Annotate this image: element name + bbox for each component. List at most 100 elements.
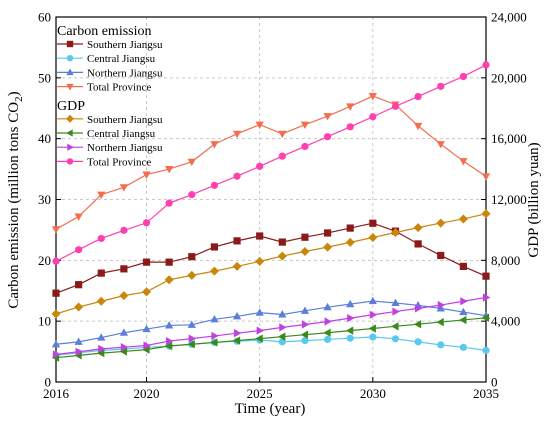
data-point [51, 339, 61, 348]
series-gdp-southern-jiangsu [51, 209, 491, 319]
data-point [277, 332, 286, 341]
data-point [481, 209, 491, 219]
data-point [142, 287, 152, 297]
data-point [120, 343, 129, 352]
y-axis-left-title-close: ) [6, 91, 22, 96]
y-right-tick-label: 4,000 [491, 314, 520, 329]
grid [56, 17, 486, 382]
data-point [436, 141, 445, 149]
x-tick-label: 2016 [43, 386, 70, 401]
data-point [323, 113, 332, 121]
series-line [55, 213, 487, 315]
data-point [233, 237, 241, 245]
data-point [300, 247, 310, 257]
data-point [97, 234, 105, 243]
series-line [55, 317, 487, 359]
data-point [51, 309, 61, 319]
data-point [413, 223, 423, 233]
data-point [66, 68, 74, 76]
y-left-tick-label: 20 [38, 253, 51, 268]
series-line [55, 300, 487, 345]
data-point [255, 256, 265, 266]
data-point [482, 293, 491, 302]
data-point [324, 317, 332, 326]
data-point [119, 347, 127, 356]
y-left-tick-label: 0 [45, 375, 52, 390]
data-point [210, 243, 219, 251]
data-point [66, 83, 74, 91]
data-point [414, 338, 422, 346]
data-point [390, 228, 400, 238]
data-point [278, 310, 287, 318]
x-tick-label: 2020 [134, 386, 160, 401]
data-point [209, 266, 219, 276]
y-right-tick-label: 16,000 [491, 131, 527, 146]
data-point [66, 129, 73, 137]
data-point [460, 297, 468, 306]
data-point [232, 311, 242, 320]
data-point [301, 337, 309, 345]
data-point [346, 224, 354, 232]
data-point [74, 302, 84, 312]
data-point [165, 199, 173, 207]
data-point [323, 242, 333, 252]
data-point [482, 272, 490, 280]
y-right-tick-label: 8,000 [491, 253, 520, 268]
series [51, 61, 491, 362]
data-point [97, 191, 106, 199]
data-point [210, 181, 219, 189]
data-point [323, 335, 332, 344]
data-point [346, 123, 354, 131]
data-point [345, 326, 354, 335]
data-point [210, 315, 219, 323]
data-point [323, 133, 332, 141]
data-point [255, 334, 263, 343]
legend-entry-label: Southern Jiangsu [87, 39, 163, 51]
data-point [142, 324, 151, 333]
legend-entry-label: Northern Jiangsu [87, 142, 163, 154]
data-point [369, 219, 377, 227]
data-point [255, 308, 264, 316]
data-point [119, 328, 129, 336]
data-point [143, 341, 151, 350]
x-tick-label: 2030 [360, 386, 386, 401]
data-point [436, 218, 446, 228]
y-axis-right-title: GDP (billion yuan) [526, 142, 542, 257]
data-point [75, 281, 83, 289]
data-point [459, 72, 467, 81]
legend-entry-label: Central Jiangsu [87, 53, 156, 65]
data-point [210, 338, 218, 347]
data-point [74, 213, 83, 221]
y-axis-left-title-main: Carbon emission (million tons CO [6, 102, 22, 309]
data-point [119, 291, 129, 301]
y-right-tick-label: 12,000 [491, 192, 527, 207]
series-line [55, 95, 487, 230]
data-point [391, 102, 400, 110]
data-point [481, 173, 491, 181]
series-gdp-total-province [52, 61, 490, 265]
data-point [368, 296, 377, 305]
data-point [437, 82, 445, 90]
legend-entry-label: Total Province [87, 156, 151, 168]
data-point [391, 298, 400, 306]
data-point [165, 321, 174, 329]
data-point [369, 333, 377, 341]
data-point [415, 304, 423, 313]
y-axis-left-title-subscript: 2 [13, 96, 25, 102]
data-point [165, 258, 173, 266]
data-point [256, 232, 264, 240]
legend-entry-label: Northern Jiangsu [87, 67, 163, 79]
data-point [233, 329, 242, 338]
data-point [459, 158, 468, 166]
data-point [323, 328, 331, 337]
data-point [347, 313, 355, 323]
y-left-tick-label: 50 [38, 70, 51, 85]
data-point [98, 344, 106, 353]
series-gdp-northern-jiangsu [52, 293, 491, 359]
data-point [300, 121, 310, 129]
y-right-tick-label: 20,000 [491, 70, 527, 85]
data-point [391, 322, 399, 331]
data-point [413, 320, 422, 329]
y-left-tick-label: 30 [38, 192, 51, 207]
